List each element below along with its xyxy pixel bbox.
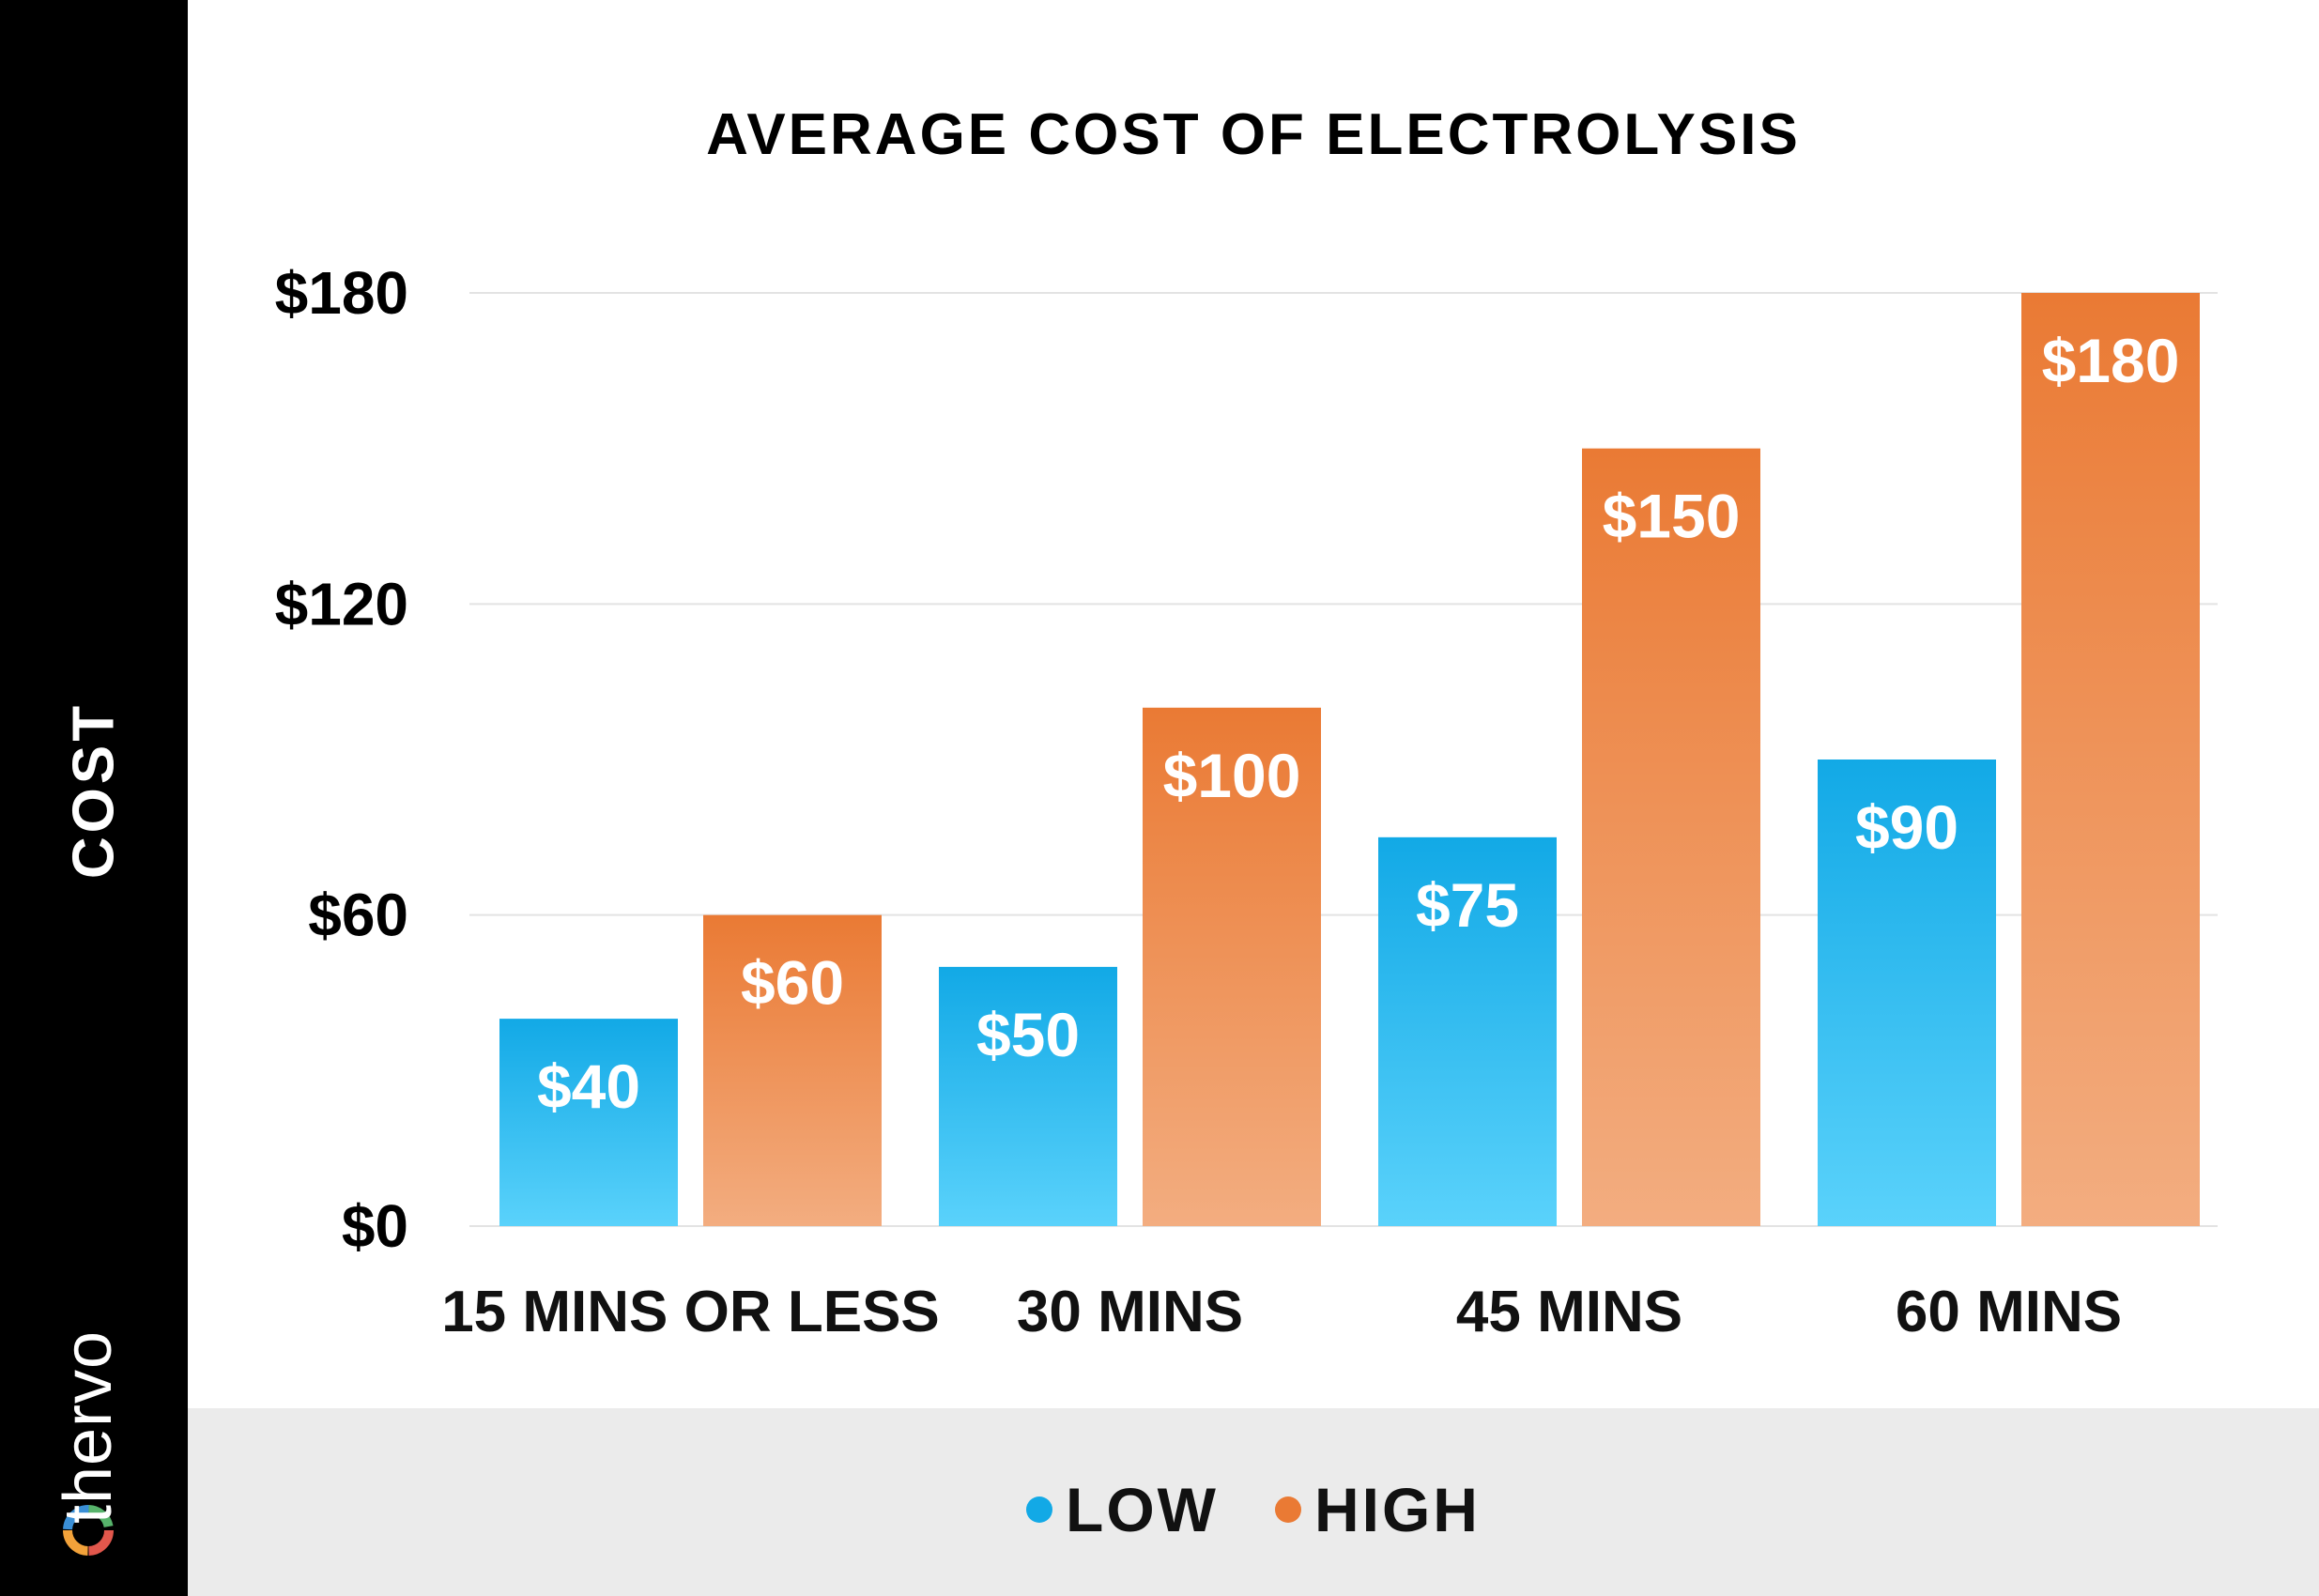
bar-low	[939, 966, 1117, 1226]
y-tick-label: $180	[275, 259, 408, 327]
bar-high	[1143, 707, 1321, 1226]
side-panel: COST thervo	[0, 0, 188, 1596]
legend-dot-high	[1274, 1496, 1301, 1523]
y-tick-label: $120	[275, 570, 408, 637]
data-label-low: $90	[1855, 792, 1958, 862]
bar-low	[1378, 836, 1557, 1226]
y-tick-label: $0	[342, 1192, 408, 1260]
legend-item-low: LOW	[1026, 1474, 1219, 1545]
thervo-logo-icon	[63, 1505, 114, 1556]
data-label-high: $180	[2042, 326, 2180, 395]
bar-high	[703, 914, 882, 1226]
legend-dot-low	[1026, 1496, 1053, 1523]
legend-label-low: LOW	[1066, 1475, 1219, 1544]
legend-band: LOW HIGH	[188, 1408, 2319, 1596]
data-label-low: $40	[537, 1051, 640, 1121]
y-tick-label: $60	[308, 882, 408, 949]
legend: LOW HIGH	[188, 1474, 2319, 1545]
data-label-low: $75	[1416, 870, 1519, 940]
data-label-high: $150	[1603, 482, 1741, 551]
bar-high	[2021, 293, 2200, 1226]
x-tick-label: 45 MINS	[1456, 1280, 1682, 1344]
data-label-high: $60	[741, 948, 844, 1018]
bar-low	[1818, 760, 1996, 1226]
x-tick-labels: 15 MINS OR LESS 30 MINS 45 MINS 60 MINS	[441, 1280, 2122, 1344]
bar-low	[499, 1019, 678, 1226]
bar-high	[1582, 448, 1760, 1227]
data-label-low: $50	[976, 1000, 1080, 1069]
y-tick-labels: $0 $60 $120 $180	[275, 259, 408, 1260]
legend-item-high: HIGH	[1274, 1474, 1481, 1545]
chart-title: AVERAGE COST OF ELECTROLYSIS	[706, 102, 1801, 167]
bars	[499, 293, 2200, 1227]
x-tick-label: 60 MINS	[1896, 1280, 2122, 1344]
legend-label-high: HIGH	[1313, 1475, 1481, 1544]
data-labels: $40 $60 $50 $100 $75 $150 $90 $180	[537, 326, 2179, 1121]
x-tick-label: 15 MINS OR LESS	[441, 1280, 940, 1344]
bar-chart: $0 $60 $120 $180 $40 $60 $50 $100 $75 $150 $90 $18…	[275, 259, 2218, 1344]
data-label-high: $100	[1163, 741, 1301, 810]
x-tick-label: 30 MINS	[1017, 1280, 1243, 1344]
